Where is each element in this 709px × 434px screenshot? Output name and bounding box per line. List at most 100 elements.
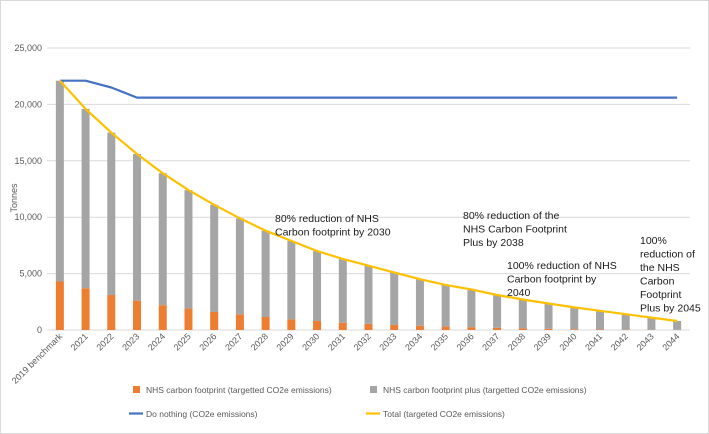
y-tick-label: 0	[37, 325, 42, 335]
bar-nhs-carbon-footprint-plus	[313, 251, 322, 321]
bar-nhs-carbon-footprint-plus	[570, 307, 579, 330]
x-tick-label: 2038	[506, 331, 527, 352]
bar-nhs-carbon-footprint	[158, 305, 167, 330]
line-do-nothing	[59, 79, 678, 99]
x-tick-label: 2034	[403, 331, 424, 352]
bar-nhs-carbon-footprint-plus	[595, 310, 604, 330]
x-tick-label: 2027	[223, 331, 244, 352]
line-total	[59, 79, 678, 323]
bar-nhs-carbon-footprint-plus	[441, 284, 450, 327]
x-tick-label: 2039	[532, 331, 553, 352]
annotation-line: the NHS	[640, 262, 680, 274]
legend-swatch	[133, 386, 140, 393]
bar-nhs-carbon-footprint	[287, 319, 296, 330]
annotation-line: 80% reduction of the	[463, 210, 559, 222]
y-tick-label: 10,000	[14, 212, 42, 222]
annotation-line: Carbon footprint by 2030	[275, 227, 391, 239]
x-tick-label: 2019 benchmark	[10, 331, 65, 386]
bars	[55, 80, 682, 330]
bar-nhs-carbon-footprint	[518, 328, 527, 330]
x-tick-label: 2037	[480, 331, 501, 352]
annotation-line: NHS Carbon Footprint	[463, 224, 567, 236]
bar-nhs-carbon-footprint	[493, 327, 502, 330]
x-tick-label: 2028	[249, 331, 270, 352]
bar-nhs-carbon-footprint	[184, 308, 193, 330]
annotation-line: 100% reduction of NHS	[507, 260, 617, 272]
bar-nhs-carbon-footprint	[338, 322, 347, 330]
legend-swatch	[370, 386, 377, 393]
bar-nhs-carbon-footprint	[595, 329, 604, 330]
annotation-line: 80% reduction of NHS	[275, 213, 379, 225]
x-tick-label: 2042	[609, 331, 630, 352]
bar-nhs-carbon-footprint	[364, 323, 373, 330]
bar-nhs-carbon-footprint-plus	[81, 108, 90, 289]
y-tick-label: 15,000	[14, 156, 42, 166]
bar-nhs-carbon-footprint-plus	[544, 303, 553, 329]
x-tick-label: 2022	[94, 331, 115, 352]
bar-nhs-carbon-footprint-plus	[158, 173, 167, 306]
x-tick-label: 2021	[69, 331, 90, 352]
bar-nhs-carbon-footprint-plus	[364, 265, 373, 324]
bar-nhs-carbon-footprint-plus	[518, 299, 527, 329]
bar-nhs-carbon-footprint-plus	[210, 204, 219, 312]
bar-nhs-carbon-footprint	[415, 325, 424, 330]
y-axis-ticks: 0 5,000 10,000 15,000 20,000 25,000	[14, 43, 42, 335]
legend-label: NHS carbon footprint plus (targetted CO2…	[383, 385, 587, 395]
annotation-line: Carbon	[640, 276, 675, 288]
annotation-line: Plus by 2038	[463, 237, 524, 249]
bar-nhs-carbon-footprint-plus	[647, 317, 656, 330]
bar-nhs-carbon-footprint	[235, 314, 244, 330]
x-tick-label: 2035	[429, 331, 450, 352]
bar-nhs-carbon-footprint-plus	[55, 80, 64, 282]
bar-nhs-carbon-footprint	[441, 326, 450, 330]
annotation-line: Plus by 2045	[640, 303, 701, 315]
x-tick-label: 2032	[352, 331, 373, 352]
bar-nhs-carbon-footprint-plus	[338, 258, 347, 323]
x-axis-ticks: 2019 benchmark 2021 2022 2023 2024 2025 2026 20…	[10, 331, 682, 386]
annotations: 80% reduction of NHS Carbon footprint by …	[275, 210, 701, 315]
x-tick-label: 2044	[660, 331, 681, 352]
legend-label: NHS carbon footprint (targetted CO2e emi…	[146, 385, 332, 395]
bar-nhs-carbon-footprint-plus	[621, 314, 630, 330]
legend-label: Total (targeted CO2e emissions)	[383, 409, 505, 419]
annotation-line: Footprint	[640, 289, 682, 301]
x-tick-label: 2030	[300, 331, 321, 352]
bar-nhs-carbon-footprint-plus	[184, 190, 193, 309]
annotation-line: 2040	[507, 287, 531, 299]
x-tick-label: 2024	[146, 331, 167, 352]
x-tick-label: 2033	[377, 331, 398, 352]
legend: NHS carbon footprint (targetted CO2e emi…	[129, 385, 587, 419]
series-lines	[59, 79, 678, 323]
bar-nhs-carbon-footprint-plus	[235, 218, 244, 315]
annotation-line: 100%	[640, 235, 667, 247]
x-tick-label: 2025	[172, 331, 193, 352]
bar-nhs-carbon-footprint	[570, 329, 579, 330]
x-tick-label: 2026	[197, 331, 218, 352]
bar-nhs-carbon-footprint	[210, 311, 219, 330]
bar-nhs-carbon-footprint-plus	[133, 154, 142, 301]
bar-nhs-carbon-footprint	[390, 324, 399, 330]
bar-nhs-carbon-footprint-plus	[673, 320, 682, 330]
bar-nhs-carbon-footprint-plus	[390, 272, 399, 325]
legend-label: Do nothing (CO2e emissions)	[146, 409, 258, 419]
bar-nhs-carbon-footprint-plus	[467, 289, 476, 328]
bar-nhs-carbon-footprint	[107, 295, 116, 330]
bar-nhs-carbon-footprint-plus	[493, 295, 502, 328]
bar-nhs-carbon-footprint	[133, 300, 142, 330]
x-tick-label: 2036	[455, 331, 476, 352]
y-tick-label: 5,000	[19, 269, 42, 279]
y-tick-label: 25,000	[14, 43, 42, 53]
x-tick-label: 2043	[635, 331, 656, 352]
gridlines	[47, 47, 690, 331]
y-axis-label: Tonnes	[9, 183, 19, 213]
annotation-line: Carbon footprint by	[507, 274, 597, 286]
x-tick-label: 2029	[275, 331, 296, 352]
bar-nhs-carbon-footprint-plus	[261, 230, 270, 318]
bar-nhs-carbon-footprint	[313, 320, 322, 330]
bar-nhs-carbon-footprint	[55, 281, 64, 330]
bar-nhs-carbon-footprint-plus	[415, 279, 424, 326]
bar-nhs-carbon-footprint	[467, 327, 476, 330]
bar-nhs-carbon-footprint	[81, 288, 90, 330]
bar-nhs-carbon-footprint	[261, 317, 270, 330]
